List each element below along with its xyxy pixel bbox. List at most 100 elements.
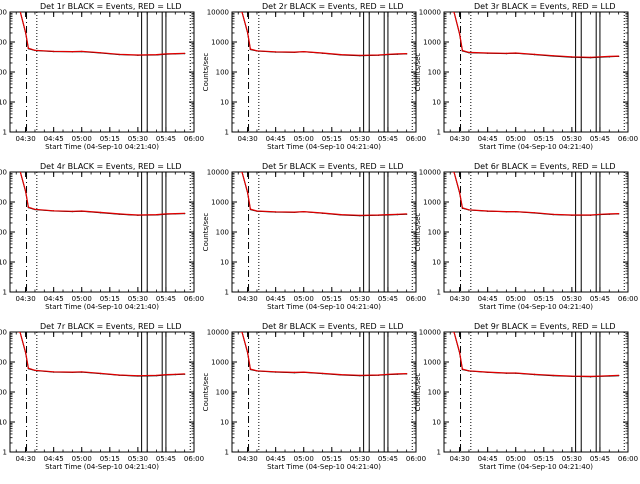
lld-point: [275, 211, 277, 213]
y-tick-label: 10000: [419, 9, 441, 17]
lld-point: [293, 211, 295, 213]
lld-point: [19, 332, 21, 333]
lld-point: [81, 210, 83, 212]
lld-point: [515, 372, 517, 374]
x-tick-label: 04:45: [266, 295, 286, 303]
lld-series-line: [19, 172, 185, 216]
lld-point: [340, 214, 342, 216]
lld-point: [19, 170, 20, 171]
lld-point: [377, 374, 380, 376]
y-tick-label: 10000: [419, 169, 441, 177]
lld-point: [387, 53, 389, 55]
panel-title: Det 9r BLACK = Events, RED = LLD: [474, 322, 616, 331]
panel-title: Det 2r BLACK = Events, RED = LLD: [262, 2, 404, 11]
y-tick-label: 1000: [0, 359, 7, 367]
lld-point: [174, 53, 176, 55]
y-axis-label: Counts/sec: [414, 213, 422, 252]
lld-point: [589, 375, 592, 378]
lld-point: [552, 55, 554, 57]
lld-point: [137, 54, 139, 56]
lld-point: [275, 371, 277, 373]
lld-point: [533, 212, 536, 214]
panel-det-9: Det 9r BLACK = Events, RED = LLD 1 10 100 10…: [414, 322, 638, 471]
lld-point: [99, 211, 102, 214]
lld-series-line: [239, 12, 407, 56]
lld-point: [99, 52, 102, 54]
y-tick-label: 10000: [0, 169, 7, 177]
events-series-line: [17, 332, 185, 377]
lld-point: [155, 374, 158, 376]
series-group: [19, 10, 186, 56]
lld-point: [165, 374, 167, 376]
x-tick-label: 04:30: [449, 455, 469, 463]
events-point: [9, 329, 10, 330]
lld-point: [505, 210, 507, 213]
x-tick-label: 04:30: [237, 135, 257, 143]
y-tick-label: 1: [225, 289, 229, 297]
vline-group: [460, 12, 625, 132]
x-tick-label: 06:00: [184, 455, 204, 463]
vline-group: [460, 172, 625, 292]
lld-point: [571, 214, 573, 216]
y-tick-label: 10000: [207, 329, 229, 337]
lld-point: [453, 172, 455, 173]
y-tick-label: 10000: [419, 329, 441, 337]
lld-point: [468, 51, 470, 54]
lld-point: [599, 213, 601, 215]
lld-point: [396, 53, 398, 55]
x-tick-label: 04:30: [15, 455, 35, 463]
y-tick-label: 1: [3, 129, 7, 137]
lld-point: [321, 52, 324, 54]
lld-point: [458, 191, 461, 193]
panel-det-6: Det 6r BLACK = Events, RED = LLD 1 10 100 10…: [414, 162, 638, 311]
lld-point: [552, 213, 554, 215]
x-tick-label: 04:30: [15, 135, 35, 143]
y-tick-label: 10000: [207, 9, 229, 17]
lld-point: [487, 371, 489, 373]
y-tick-label: 100: [216, 69, 229, 77]
panel-title: Det 5r BLACK = Events, RED = LLD: [262, 162, 404, 171]
x-tick-label: 05:00: [294, 455, 314, 463]
x-tick-label: 04:45: [44, 135, 64, 143]
events-series-line: [239, 172, 407, 217]
lld-point: [461, 368, 463, 370]
lld-point: [458, 351, 461, 353]
events-point: [231, 9, 232, 10]
lld-point: [118, 213, 120, 215]
panel-det-2: Det 2r BLACK = Events, RED = LLD 1 10 100 10…: [202, 2, 426, 151]
y-axis-label: Counts/sec: [202, 213, 210, 252]
lld-series-line: [239, 172, 407, 216]
panel-det-8: Det 8r BLACK = Events, RED = LLD 1 10 100 10…: [202, 322, 426, 471]
x-tick-label: 05:45: [590, 455, 610, 463]
events-point: [19, 10, 20, 11]
vline-group: [460, 332, 625, 452]
x-tick-label: 05:30: [350, 455, 370, 463]
lld-point: [340, 54, 342, 56]
x-tick-label: 05:00: [294, 135, 314, 143]
lld-point: [256, 210, 258, 212]
y-tick-label: 1: [3, 289, 7, 297]
lld-point: [505, 372, 507, 374]
lld-point: [81, 50, 83, 52]
events-series-line: [239, 332, 407, 377]
x-tick-label: 05:45: [156, 295, 176, 303]
x-tick-label: 04:45: [266, 455, 286, 463]
series-group: [451, 12, 620, 59]
x-tick-label: 05:45: [590, 295, 610, 303]
y-tick-label: 10000: [0, 329, 7, 337]
x-tick-label: 05:00: [72, 295, 92, 303]
x-tick-label: 05:45: [156, 135, 176, 143]
lld-series-line: [239, 332, 407, 376]
lld-point: [34, 208, 36, 210]
y-tick-label: 1000: [423, 199, 441, 207]
x-tick-label: 04:45: [266, 135, 286, 143]
lld-series-line: [19, 12, 185, 56]
panel-det-1: Det 1r BLACK = Events, RED = LLD 1 10 100 10…: [0, 2, 204, 151]
lld-point: [231, 329, 232, 330]
x-tick-label: 04:45: [478, 455, 498, 463]
x-tick-label: 05:00: [294, 295, 314, 303]
x-tick-label: 05:15: [534, 455, 554, 463]
x-tick-label: 04:45: [478, 135, 498, 143]
x-tick-label: 05:30: [128, 135, 148, 143]
